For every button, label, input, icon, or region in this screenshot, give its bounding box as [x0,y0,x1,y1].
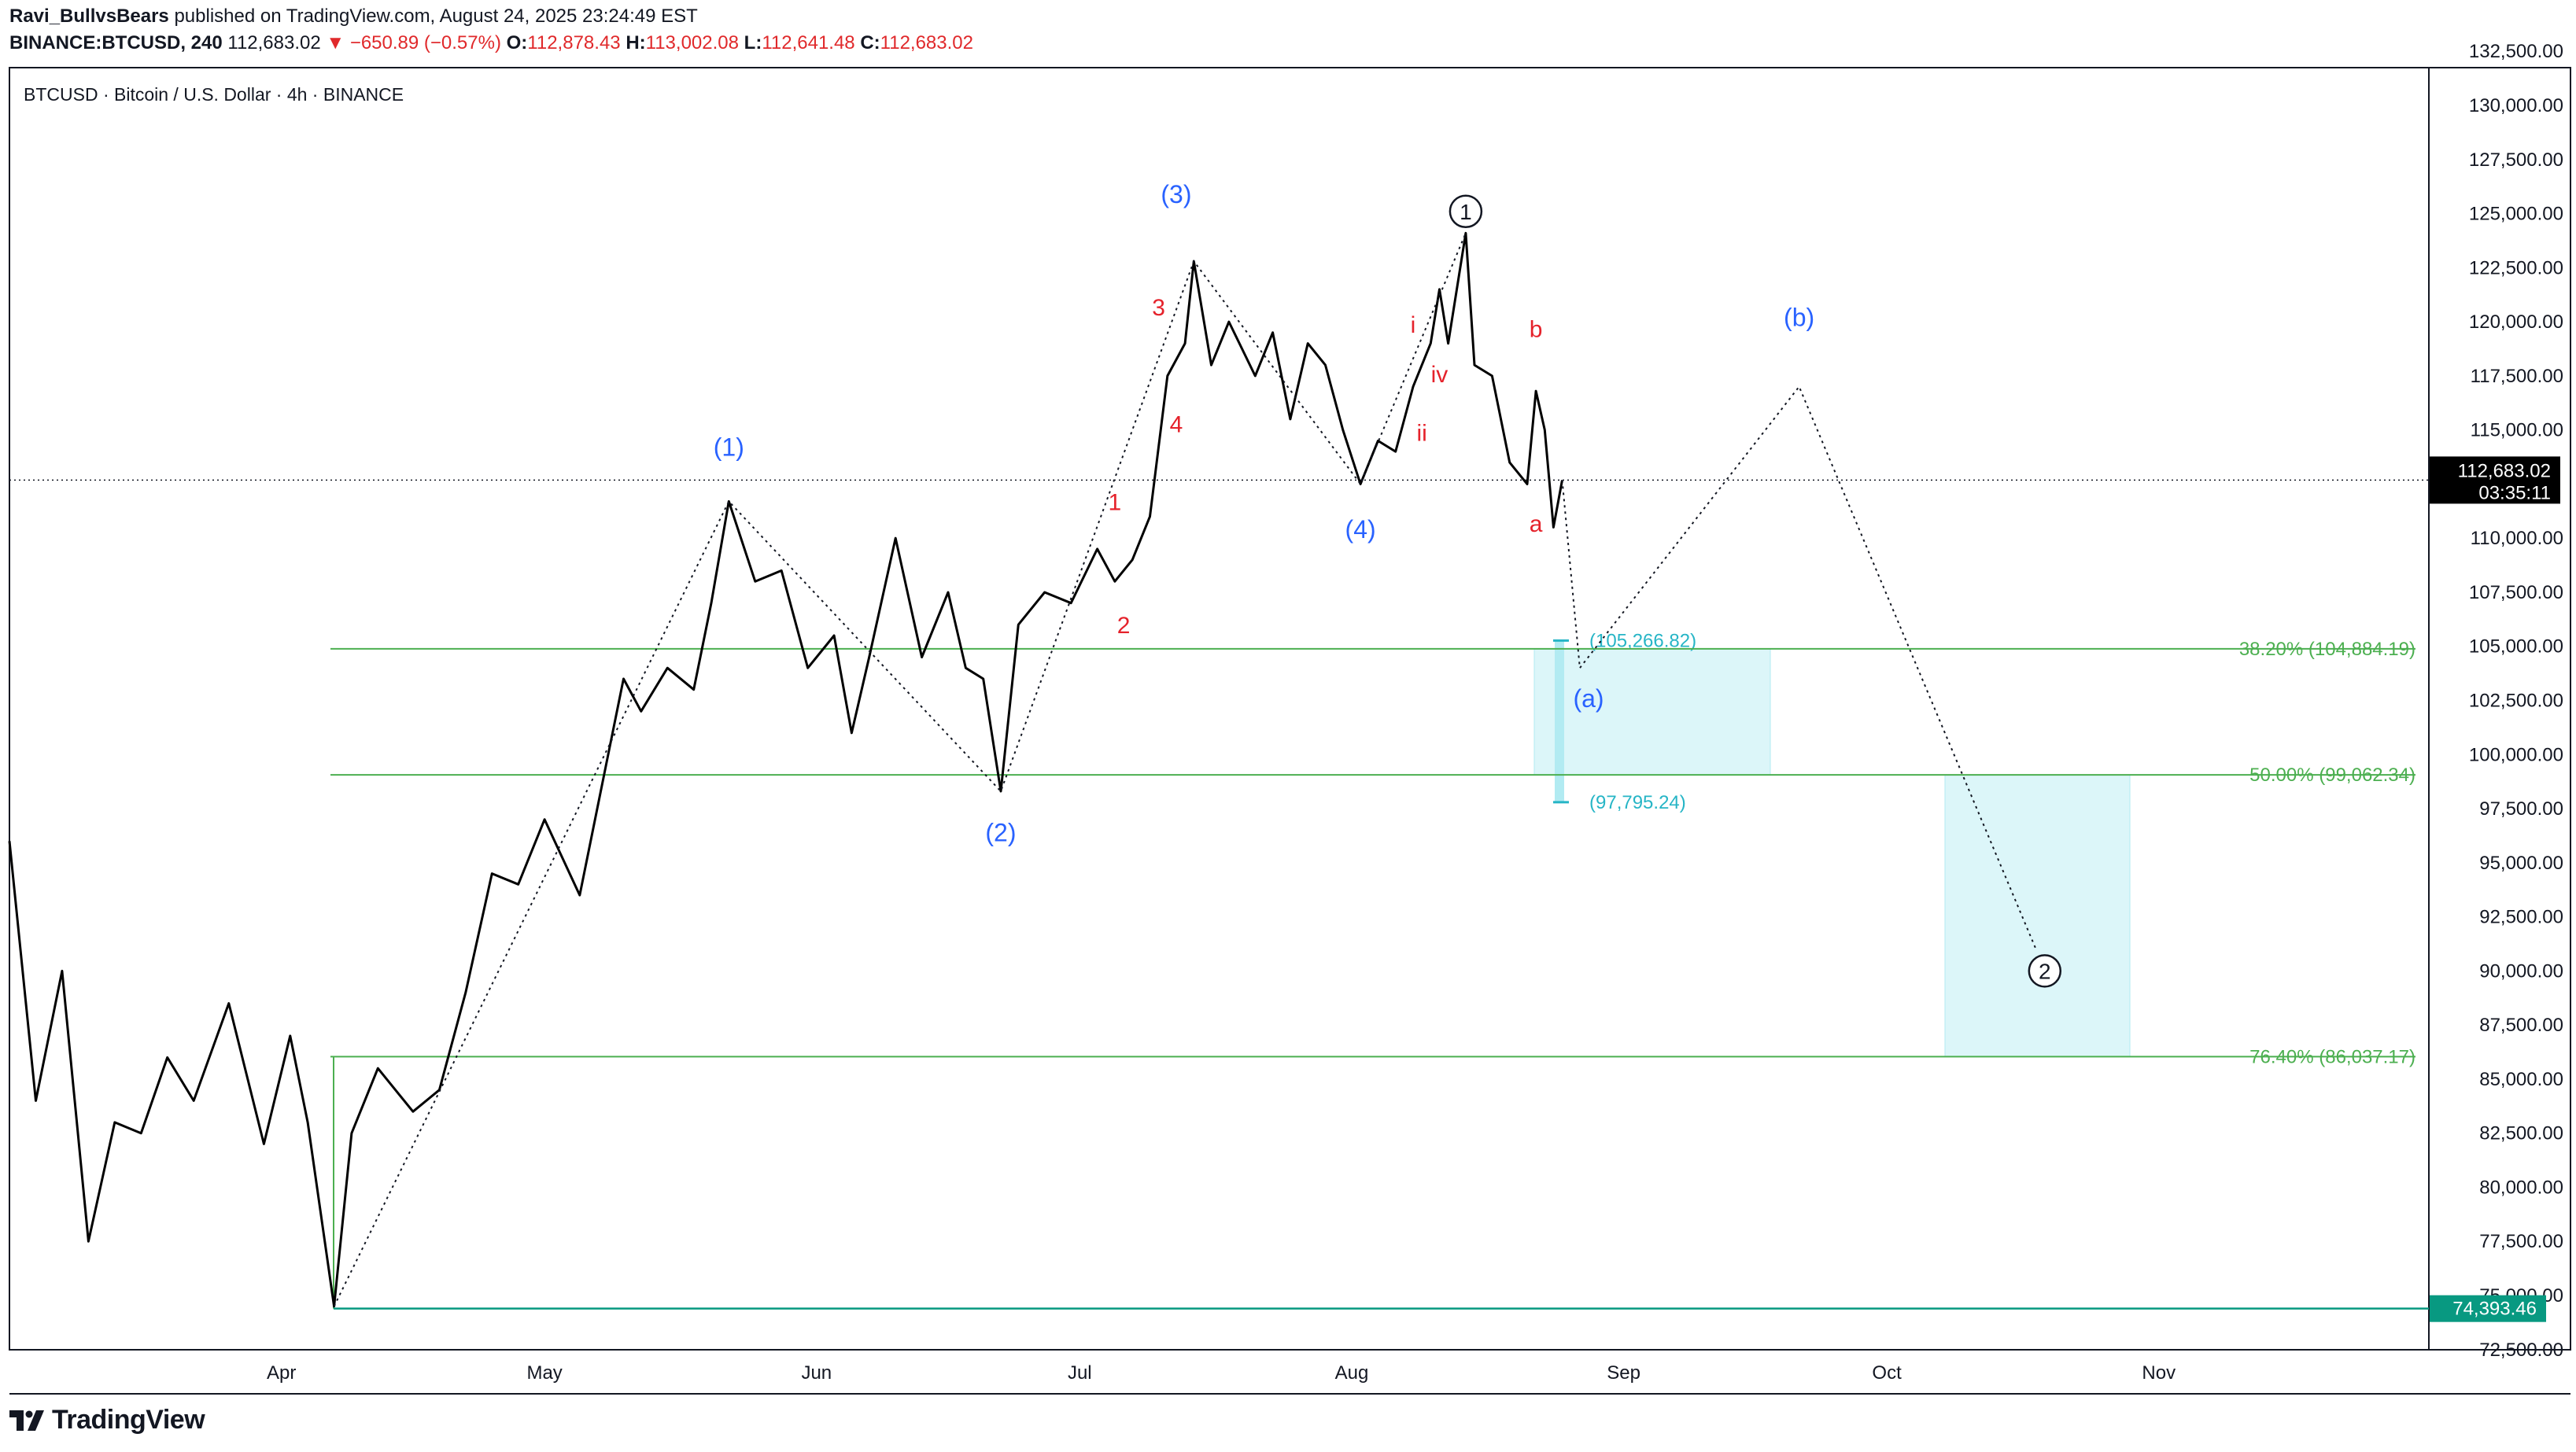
fib-level-label: 38.20% (104,884.19) [2239,639,2415,660]
wave-label: i [1411,312,1416,338]
chart-title: BTCUSD · Bitcoin / U.S. Dollar · 4h · BI… [24,84,404,105]
last-price-badge-value: 112,683.02 [2458,460,2551,481]
last-price-text: 112,683.02 [227,32,321,53]
price-series-line [8,231,1563,1308]
y-tick-label: 132,500.00 [2469,41,2563,62]
published-text: published on TradingView.com, August 24,… [174,6,698,27]
y-tick-label: 90,000.00 [2479,960,2563,982]
open-value: 112,878.43 [527,32,621,53]
projection-path [1561,385,2037,950]
price-axis-border [2428,67,2571,1351]
y-tick-label: 85,000.00 [2479,1069,2563,1090]
y-tick-label: 110,000.00 [2471,528,2563,549]
last-price-badge [2430,456,2560,504]
zone-a-low-label: (97,795.24) [1589,792,1686,813]
y-tick-label: 82,500.00 [2479,1123,2563,1144]
low-value: 112,641.48 [762,32,855,53]
tradingview-footer[interactable]: TradingView [9,1405,205,1435]
x-tick-label: Aug [1335,1362,1369,1384]
y-tick-label: 72,500.00 [2479,1340,2563,1361]
y-tick-label: 95,000.00 [2479,853,2563,874]
wave-circle-label: 2 [2039,959,2051,983]
x-tick-label: Sep [1607,1362,1640,1384]
tradingview-logo-icon [9,1410,44,1431]
x-tick-label: Nov [2142,1362,2176,1384]
y-tick-label: 130,000.00 [2469,95,2563,116]
y-tick-label: 125,000.00 [2469,204,2563,225]
chart-pane-border [9,67,2430,1351]
y-tick-label: 107,500.00 [2469,582,2563,603]
wave-label: iv [1431,362,1449,388]
y-tick-label: 80,000.00 [2479,1177,2563,1198]
wave-label: (4) [1345,515,1376,544]
x-tick-label: Oct [1872,1362,1902,1384]
y-tick-label: 87,500.00 [2479,1015,2563,1036]
wave-label: 2 [1117,613,1131,639]
low-price-badge [2430,1295,2546,1322]
high-value: 113,002.08 [645,32,739,53]
tradingview-brand: TradingView [52,1405,205,1435]
wave-label: 4 [1170,411,1183,437]
wave-label: 3 [1152,295,1165,321]
high-label: H: [626,32,646,53]
wave-label: (1) [714,433,744,462]
y-tick-label: 100,000.00 [2469,744,2563,765]
wave-label: (b) [1784,304,1814,332]
y-tick-label: 117,500.00 [2471,366,2563,387]
y-tick-label: 115,000.00 [2471,420,2563,441]
low-price-badge-value: 74,393.46 [2452,1299,2537,1320]
open-label: O: [506,32,528,53]
y-tick-label: 120,000.00 [2469,311,2563,333]
y-tick-label: 92,500.00 [2479,907,2563,928]
wave-circle-marker [1449,194,1483,229]
y-tick-label: 102,500.00 [2469,691,2563,712]
y-tick-label: 77,500.00 [2479,1231,2563,1252]
symbol-interval[interactable]: BINANCE:BTCUSD, 240 [9,32,223,53]
wave-label: ii [1416,420,1426,446]
ohlc-bar: BINANCE:BTCUSD, 240 112,683.02 ▼ −650.89… [9,31,1426,55]
y-tick-label: 122,500.00 [2469,257,2563,278]
close-label: C: [860,32,880,53]
wave-label: (2) [985,818,1016,846]
x-tick-label: Apr [267,1362,296,1384]
fib-level-label: 50.00% (99,062.34) [2249,765,2415,786]
chart-header: Ravi_BullvsBears published on TradingVie… [9,5,1426,55]
wave-label: (a) [1573,684,1604,713]
price-change: ▼ −650.89 (−0.57%) [326,32,501,53]
wave-label: b [1530,316,1543,342]
author-name[interactable]: Ravi_BullvsBears [9,6,169,27]
target-zone-b [1944,774,2131,1057]
x-tick-label: Jun [801,1362,832,1384]
y-tick-label: 127,500.00 [2469,149,2563,171]
low-label: L: [744,32,762,53]
wave-circle-marker [2028,954,2062,988]
fib-level-label: 76.40% (86,037.17) [2249,1046,2415,1067]
last-price-countdown: 03:35:11 [2478,482,2551,503]
wave-label: a [1530,511,1543,537]
close-value: 112,683.02 [880,32,973,53]
x-tick-label: May [526,1362,562,1384]
wave-label: 1 [1109,489,1122,515]
target-zone-a [1533,648,1771,776]
publish-info: Ravi_BullvsBears published on TradingVie… [9,5,1426,28]
x-tick-label: Jul [1068,1362,1092,1384]
y-tick-label: 105,000.00 [2469,636,2563,658]
zone-a-high-label: (105,266.82) [1589,630,1696,651]
wave-circle-label: 1 [1460,200,1472,224]
y-tick-label: 97,500.00 [2479,798,2563,820]
wave-label: (3) [1161,180,1191,208]
